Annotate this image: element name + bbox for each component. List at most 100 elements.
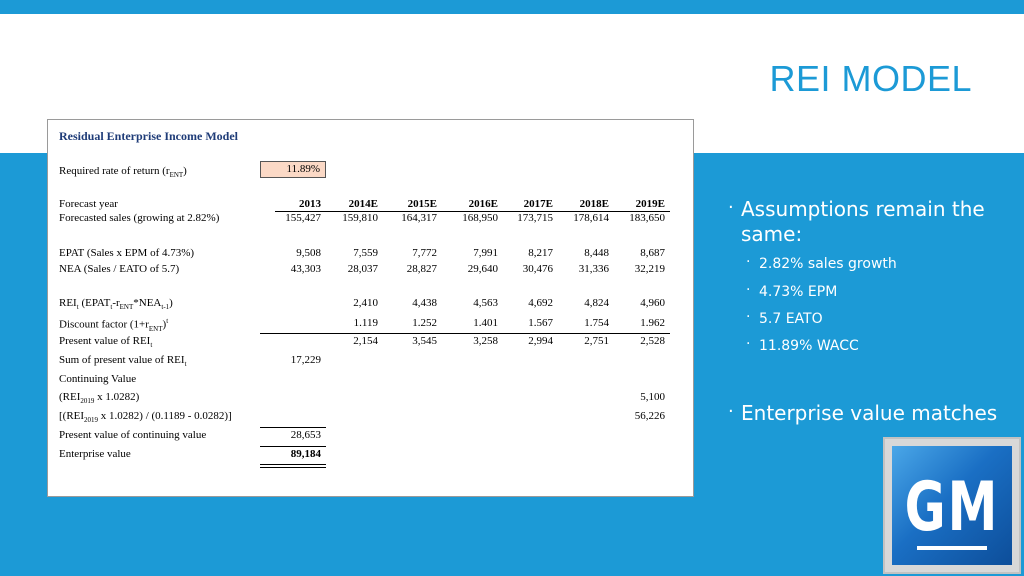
epat-cell: 9,508 — [296, 247, 321, 259]
ev-row: Enterprise value 89,184 — [48, 448, 693, 464]
sales-cell: 178,614 — [573, 212, 609, 224]
pv-cell: 2,751 — [584, 335, 609, 347]
pv-row: Present value of REIt 2,154 3,545 3,258 … — [48, 335, 693, 351]
rate-row: Required rate of return (rENT) — [48, 165, 693, 181]
bullet-eato: 5.7 EATO — [746, 308, 823, 328]
cv2-value: 56,226 — [634, 410, 665, 422]
year-label: Forecast year — [59, 198, 118, 210]
rei-cell: 2,410 — [353, 297, 378, 309]
year-cell: 2016E — [468, 198, 498, 210]
year-cell: 2013 — [299, 198, 321, 210]
epat-cell: 8,217 — [528, 247, 553, 259]
nea-cell: 28,827 — [406, 263, 437, 275]
ev-label: Enterprise value — [59, 448, 131, 460]
pvcv-value: 28,653 — [290, 429, 321, 441]
rei-cell: 4,960 — [640, 297, 665, 309]
year-cell: 2014E — [348, 198, 378, 210]
discount-cell: 1.401 — [473, 317, 498, 329]
discount-row: Discount factor (1+rENT)t 1.119 1.252 1.… — [48, 317, 693, 333]
cv2-row: [(REI2019 x 1.0282) / (0.1189 - 0.0282)]… — [48, 410, 693, 426]
year-cell: 2015E — [407, 198, 437, 210]
bullet-epm: 4.73% EPM — [746, 281, 837, 301]
discount-cell: 1.567 — [528, 317, 553, 329]
sales-cell: 164,317 — [401, 212, 437, 224]
pv-label: Present value of REIt — [59, 335, 153, 350]
gm-logo-background: GM — [892, 446, 1012, 565]
cv1-value: 5,100 — [640, 391, 665, 403]
top-accent-bar — [0, 0, 1024, 14]
pv-cell: 3,258 — [473, 335, 498, 347]
epat-cell: 8,687 — [640, 247, 665, 259]
epat-cell: 7,559 — [353, 247, 378, 259]
bullet-wacc: 11.89% WACC — [746, 335, 859, 355]
gm-logo-icon: GM — [883, 437, 1021, 574]
pvcv-overline — [260, 427, 326, 428]
bullet-enterprise: Enterprise value matches — [728, 399, 1013, 426]
sales-label: Forecasted sales (growing at 2.82%) — [59, 212, 220, 224]
sales-cell: 168,950 — [462, 212, 498, 224]
ev-double-underline-1 — [260, 464, 326, 465]
rei-cell: 4,438 — [412, 297, 437, 309]
year-underline — [275, 211, 670, 212]
cv2-label: [(REI2019 x 1.0282) / (0.1189 - 0.0282)] — [59, 410, 232, 425]
cv-label: Continuing Value — [59, 373, 137, 385]
sum-row: Sum of present value of REIt 17,229 — [48, 354, 693, 370]
discount-cell: 1.962 — [640, 317, 665, 329]
slide-title: REI MODEL — [769, 58, 972, 99]
pv-cell: 2,994 — [528, 335, 553, 347]
nea-cell: 28,037 — [347, 263, 378, 275]
year-cell: 2018E — [579, 198, 609, 210]
ev-double-underline-2 — [260, 467, 326, 468]
nea-cell: 29,640 — [467, 263, 498, 275]
rei-cell: 4,692 — [528, 297, 553, 309]
discount-cell: 1.119 — [353, 317, 378, 329]
pv-cell: 3,545 — [412, 335, 437, 347]
sales-cell: 159,810 — [342, 212, 378, 224]
rei-row: REIt (EPATt-rENT*NEAt-1) 2,410 4,438 4,5… — [48, 297, 693, 313]
rei-cell: 4,824 — [584, 297, 609, 309]
sales-cell: 155,427 — [285, 212, 321, 224]
nea-cell: 30,476 — [522, 263, 553, 275]
nea-cell: 43,303 — [290, 263, 321, 275]
discount-underline — [260, 333, 670, 334]
gm-logo-text: GM — [904, 468, 1000, 547]
sales-cell: 173,715 — [517, 212, 553, 224]
rei-label: REIt (EPATt-rENT*NEAt-1) — [59, 297, 173, 312]
year-cell: 2019E — [635, 198, 665, 210]
cv-row: Continuing Value — [48, 373, 693, 389]
discount-cell: 1.754 — [584, 317, 609, 329]
pv-cell: 2,528 — [640, 335, 665, 347]
year-row: Forecast year 2013 2014E 2015E 2016E 201… — [48, 198, 693, 214]
sales-row: Forecasted sales (growing at 2.82%) 155,… — [48, 212, 693, 228]
pvcv-label: Present value of continuing value — [59, 429, 207, 441]
year-cell: 2017E — [523, 198, 553, 210]
cv1-row: (REI2019 x 1.0282) 5,100 — [48, 391, 693, 407]
discount-label: Discount factor (1+rENT)t — [59, 317, 169, 333]
nea-label: NEA (Sales / EATO of 5.7) — [59, 263, 180, 275]
bullet-sales-growth: 2.82% sales growth — [746, 253, 897, 273]
sum-value: 17,229 — [290, 354, 321, 366]
rate-value-box: 11.89% — [260, 161, 326, 178]
rate-label: Required rate of return (rENT) — [59, 165, 187, 180]
bullet-assumptions: Assumptions remain the same: — [728, 195, 1013, 247]
ev-overline — [260, 446, 326, 447]
pvcv-row: Present value of continuing value 28,653 — [48, 429, 693, 445]
cv1-label: (REI2019 x 1.0282) — [59, 391, 140, 406]
discount-cell: 1.252 — [412, 317, 437, 329]
sum-label: Sum of present value of REIt — [59, 354, 187, 369]
ev-value: 89,184 — [290, 448, 321, 460]
rei-cell: 4,563 — [473, 297, 498, 309]
sales-cell: 183,650 — [629, 212, 665, 224]
epat-cell: 7,772 — [412, 247, 437, 259]
gm-logo-underline — [917, 546, 987, 550]
epat-cell: 8,448 — [584, 247, 609, 259]
table-title: Residual Enterprise Income Model — [59, 129, 238, 143]
rei-model-table: Residual Enterprise Income Model Require… — [47, 119, 694, 497]
epat-row: EPAT (Sales x EPM of 4.73%) 9,508 7,559 … — [48, 247, 693, 263]
nea-row: NEA (Sales / EATO of 5.7) 43,303 28,037 … — [48, 263, 693, 279]
epat-label: EPAT (Sales x EPM of 4.73%) — [59, 247, 195, 259]
pv-cell: 2,154 — [353, 335, 378, 347]
nea-cell: 31,336 — [578, 263, 609, 275]
nea-cell: 32,219 — [634, 263, 665, 275]
epat-cell: 7,991 — [473, 247, 498, 259]
